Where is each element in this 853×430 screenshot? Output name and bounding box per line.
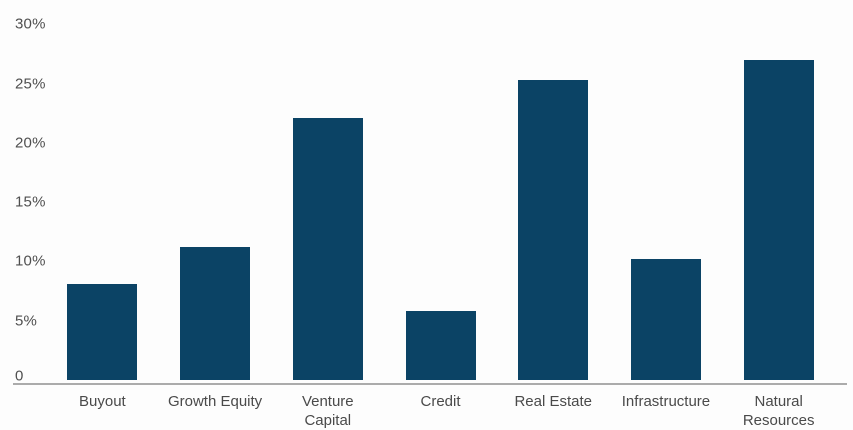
x-axis-line <box>13 383 847 385</box>
bar-natural-resources <box>743 59 814 380</box>
x-axis-label-real-estate: Real Estate <box>514 393 592 410</box>
bar-slot-real-estate <box>497 24 610 380</box>
x-axis-label-venture-capital: Venture Capital <box>301 393 354 429</box>
bar-growth-equity <box>180 247 251 380</box>
x-axis-labels: Buyout Growth Equity Venture Capital Credit… <box>46 392 835 430</box>
bar-slot-growth-equity <box>159 24 272 380</box>
x-axis-label-infrastructure: Infrastructure <box>621 393 711 410</box>
x-axis-label-growth-equity: Growth Equity <box>167 393 263 410</box>
y-axis-tick-label: 25% <box>15 75 46 93</box>
bar-credit <box>405 311 476 380</box>
bar-slot-credit <box>384 24 497 380</box>
y-axis-tick-label: 15% <box>15 193 46 211</box>
plot-area <box>46 24 835 380</box>
bar-slot-infrastructure <box>610 24 723 380</box>
x-axis-label-credit: Credit <box>420 393 461 410</box>
bar-real-estate <box>518 79 589 380</box>
y-axis-tick-label: 5% <box>15 312 38 330</box>
y-axis-tick-label: 20% <box>15 134 46 152</box>
bar-infrastructure <box>630 258 701 380</box>
bar-venture-capital <box>292 117 363 380</box>
bar-slot-buyout <box>46 24 159 380</box>
bar-slot-natural-resources <box>722 24 835 380</box>
bar-slot-venture-capital <box>271 24 384 380</box>
x-axis-label-buyout: Buyout <box>79 393 126 410</box>
y-axis-tick-label: 10% <box>15 252 46 270</box>
y-axis-tick-label: 0 <box>15 367 24 385</box>
bar-buyout <box>67 283 138 380</box>
y-axis-tick-label: 30% <box>15 15 46 33</box>
x-axis-label-natural-resources: Natural Resources <box>742 393 815 429</box>
